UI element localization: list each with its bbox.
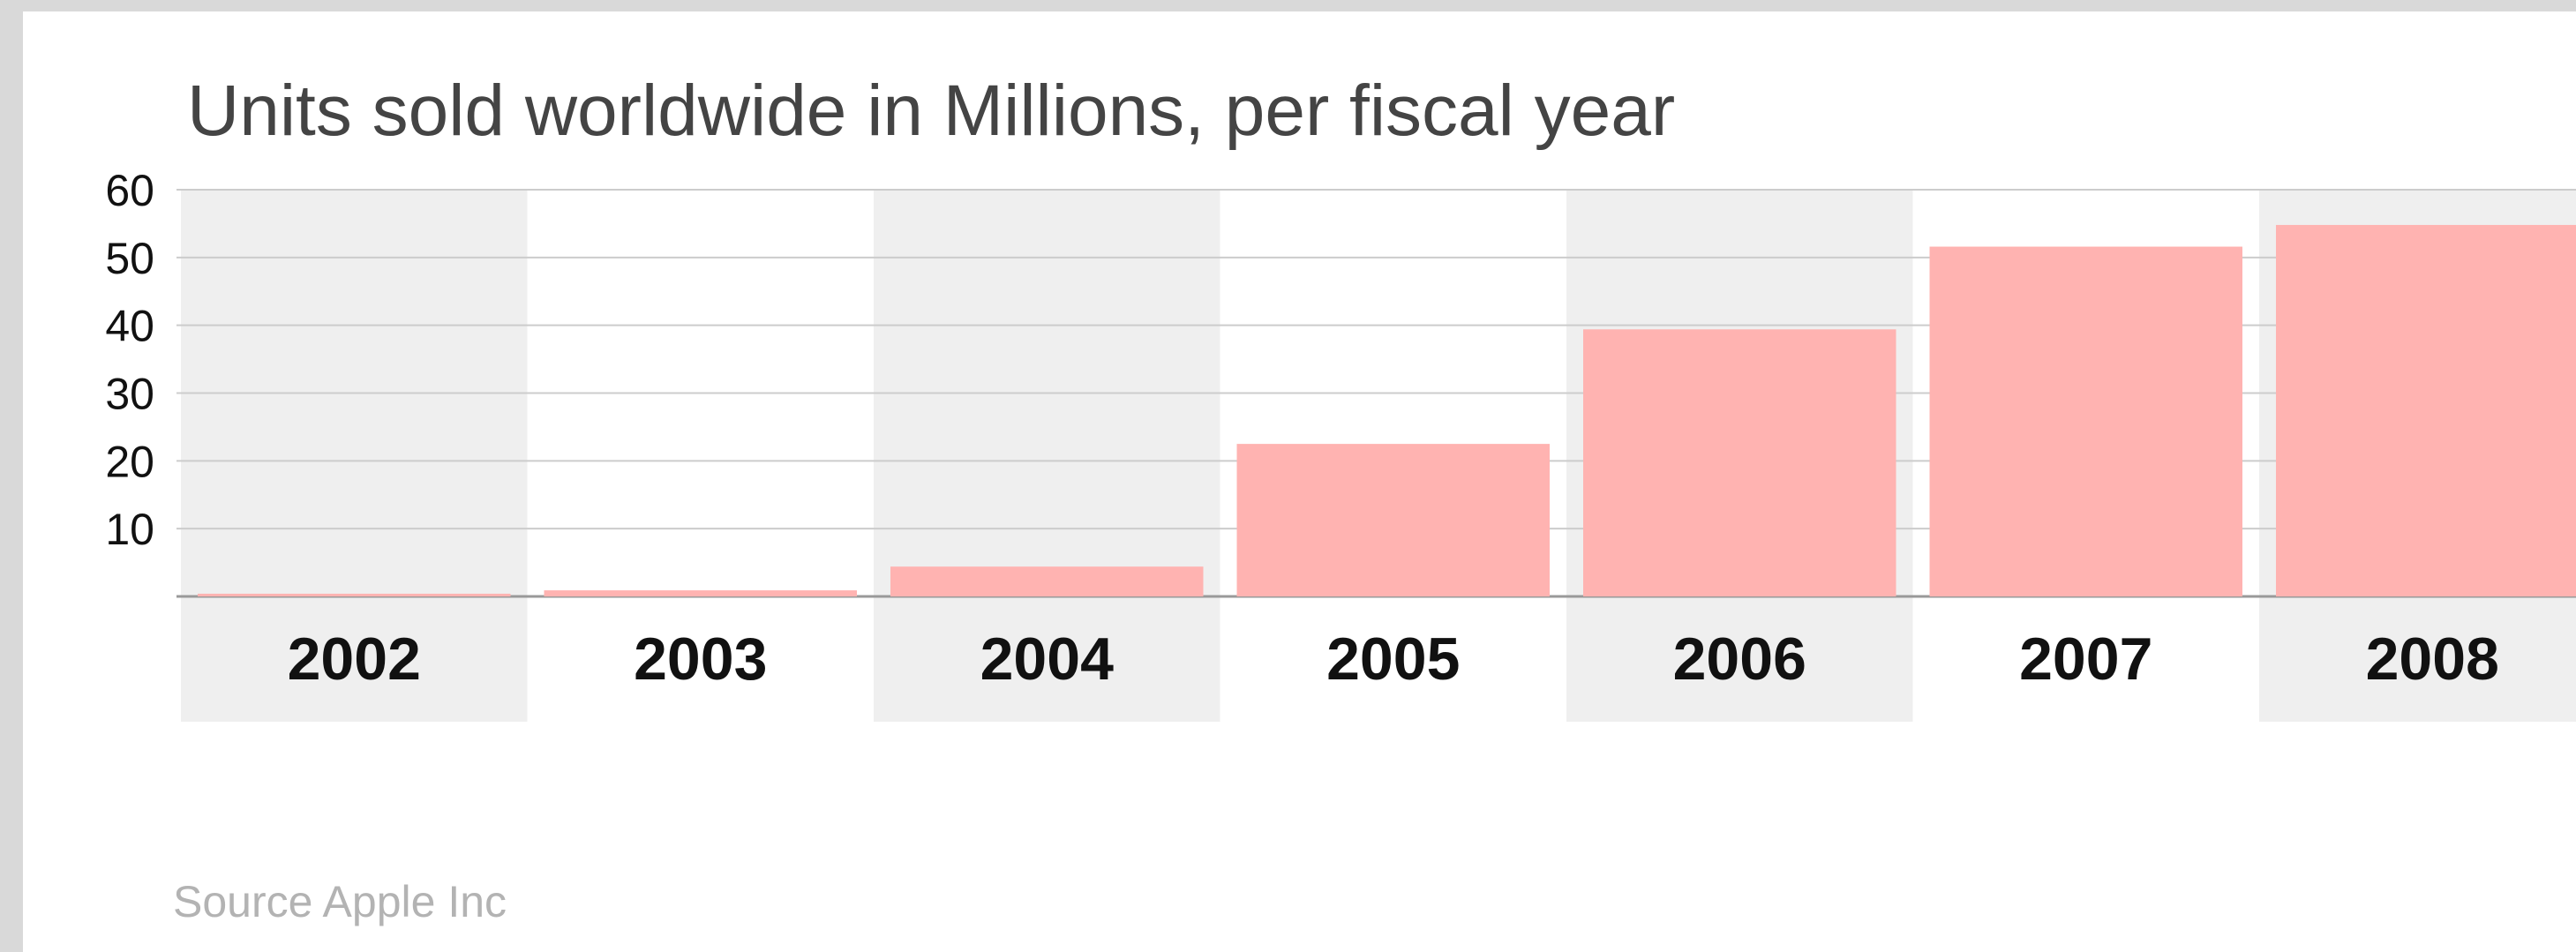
y-tick-label: 50 — [105, 234, 154, 283]
x-category-label: 2005 — [1326, 626, 1460, 693]
source-note: Source Apple Inc — [173, 877, 507, 926]
bar-2003 — [544, 590, 857, 596]
y-tick-label: 60 — [105, 166, 154, 215]
bar-2004 — [890, 566, 1204, 596]
bar-2008 — [2276, 224, 2576, 596]
x-category-label: 2004 — [980, 626, 1114, 693]
category-band — [874, 190, 1220, 722]
y-tick-label: 20 — [105, 437, 154, 486]
x-category-label: 2003 — [634, 626, 767, 693]
x-category-label: 2006 — [1673, 626, 1806, 693]
x-category-label: 2002 — [288, 626, 421, 693]
category-band — [181, 190, 528, 722]
y-tick-label: 10 — [105, 505, 154, 554]
x-category-label: 2008 — [2366, 626, 2499, 693]
bar-2006 — [1583, 329, 1896, 596]
x-category-label: 2007 — [2019, 626, 2152, 693]
chart-title: Units sold worldwide in Millions, per fi… — [187, 71, 1676, 151]
bar-2005 — [1236, 444, 1550, 596]
y-tick-label: 30 — [105, 370, 154, 419]
bar-2002 — [198, 593, 511, 596]
y-tick-label: 40 — [105, 302, 154, 351]
bar-2007 — [1929, 246, 2242, 596]
